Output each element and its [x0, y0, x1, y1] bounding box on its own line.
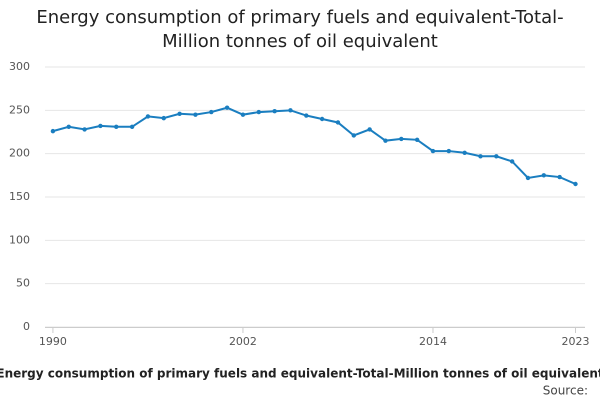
- point: [478, 154, 483, 159]
- point: [304, 113, 309, 118]
- x-axis-label: Energy consumption of primary fuels and …: [0, 367, 600, 381]
- point: [224, 105, 230, 110]
- point: [272, 109, 277, 114]
- point: [319, 116, 325, 122]
- y-tick-label: 150: [9, 190, 30, 203]
- point: [525, 175, 531, 181]
- series-line: [52, 106, 576, 185]
- x-tick-label: 1990: [39, 335, 67, 348]
- point: [494, 154, 499, 159]
- point: [351, 133, 356, 138]
- point: [399, 136, 404, 142]
- point: [114, 124, 119, 129]
- y-tick-label: 0: [23, 320, 30, 333]
- point: [383, 138, 388, 143]
- point: [335, 120, 341, 125]
- point: [240, 112, 246, 117]
- chart-title: Energy consumption of primary fuels and …: [36, 7, 564, 52]
- x-tick-label: 2014: [419, 335, 447, 348]
- point: [256, 109, 261, 115]
- point: [129, 124, 135, 129]
- point: [82, 127, 87, 132]
- point: [193, 112, 198, 117]
- y-tick-label: 100: [9, 233, 30, 246]
- x-tick-label: 2002: [229, 335, 257, 348]
- point: [145, 114, 151, 119]
- point: [462, 150, 467, 155]
- point: [161, 115, 166, 121]
- point: [66, 124, 71, 129]
- y-tick-label: 200: [9, 147, 30, 160]
- point: [430, 148, 436, 154]
- point: [573, 181, 578, 187]
- point: [288, 108, 293, 113]
- y-tick-label: 50: [16, 277, 30, 290]
- point: [209, 109, 214, 115]
- point: [557, 174, 562, 180]
- point: [177, 111, 182, 117]
- point: [414, 137, 420, 142]
- point: [541, 173, 547, 178]
- point: [446, 148, 452, 154]
- point: [367, 127, 372, 132]
- y-tick-label: 300: [9, 60, 30, 73]
- x-tick-label: 2023: [561, 335, 589, 348]
- point: [50, 128, 56, 134]
- source: Source:: [543, 384, 588, 398]
- point: [509, 159, 515, 164]
- point: [98, 123, 103, 129]
- y-tick-label: 250: [9, 103, 30, 116]
